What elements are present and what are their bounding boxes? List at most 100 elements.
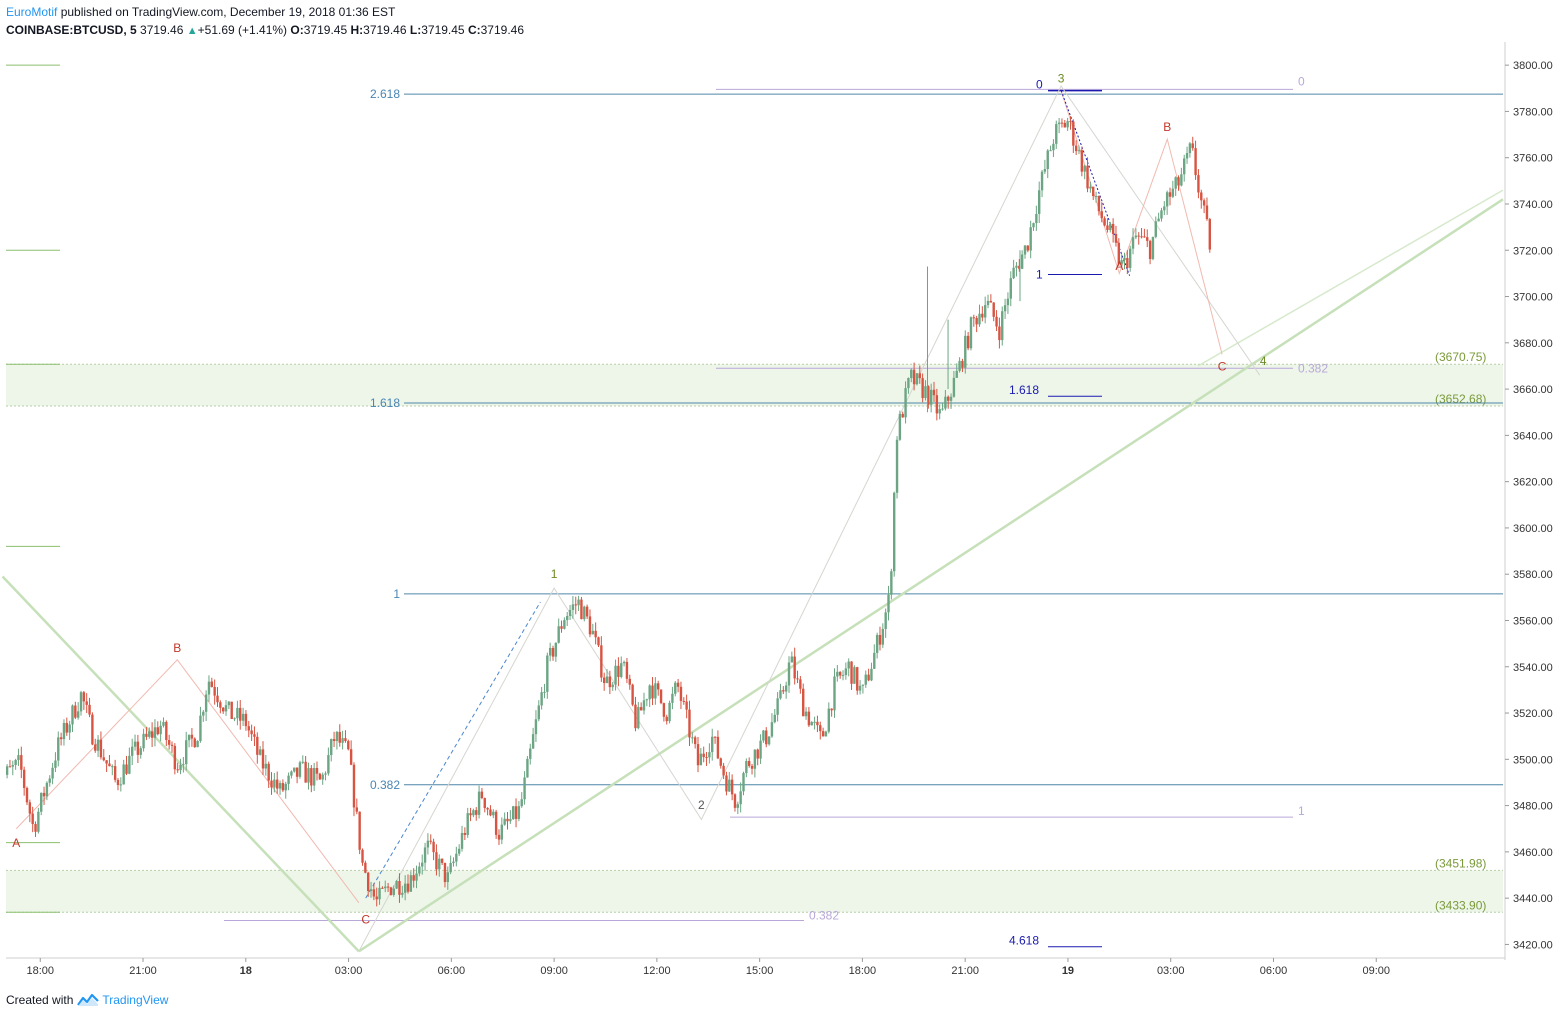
- candle-up: [776, 698, 779, 715]
- candle-down: [483, 798, 486, 808]
- candle-up: [1006, 298, 1010, 306]
- candle-down: [281, 783, 285, 791]
- candle-up: [557, 626, 560, 643]
- candle-up: [241, 713, 245, 721]
- candle-down: [74, 705, 77, 718]
- price-axis-label: 3520.00: [1513, 708, 1553, 720]
- candle-down: [1126, 257, 1129, 268]
- fib-navy-label: 1: [1036, 268, 1043, 282]
- fib-level-label: 2.618: [370, 87, 400, 101]
- candle-up: [1040, 171, 1044, 191]
- candle-up: [1128, 248, 1132, 268]
- candle-up: [1083, 165, 1086, 172]
- tradingview-link[interactable]: TradingView: [77, 993, 168, 1007]
- candle-up: [1046, 150, 1049, 170]
- candle-down: [59, 737, 63, 740]
- candle-up: [875, 634, 879, 653]
- candle-down: [1191, 143, 1194, 149]
- candle-down: [389, 887, 393, 895]
- candle-down: [65, 722, 69, 733]
- price-change: +51.69 (+1.41%): [197, 23, 288, 37]
- price-axis-label: 3540.00: [1513, 662, 1553, 674]
- time-axis-label: 18:00: [26, 965, 54, 977]
- candle-down: [176, 769, 179, 771]
- author-link[interactable]: EuroMotif: [6, 5, 58, 19]
- candle-up: [728, 779, 731, 792]
- candle-up: [759, 740, 762, 759]
- candle-up: [674, 682, 677, 694]
- candle-up: [403, 883, 407, 893]
- candle-down: [935, 395, 939, 414]
- candle-up: [187, 734, 191, 741]
- candle-up: [162, 721, 165, 726]
- candle-up: [571, 604, 575, 610]
- candle-up: [301, 761, 304, 763]
- candle-up: [978, 313, 981, 325]
- candle-up: [185, 740, 188, 765]
- candle-up: [563, 620, 566, 629]
- candle-down: [116, 779, 120, 786]
- candle-up: [290, 771, 293, 776]
- candle-up: [0, 782, 2, 787]
- price-axis-label: 3600.00: [1513, 523, 1553, 535]
- candle-down: [625, 661, 629, 679]
- candle-down: [1103, 218, 1106, 226]
- zone-bottom-label: (3433.90): [1435, 898, 1486, 912]
- candle-down: [733, 794, 737, 808]
- candle-down: [20, 755, 23, 770]
- candle-down: [22, 769, 26, 788]
- candle-up: [153, 727, 157, 738]
- candle-down: [1086, 165, 1089, 189]
- candle-down: [585, 606, 589, 617]
- candle-up: [293, 767, 296, 772]
- candle-down: [432, 841, 435, 853]
- candle-down: [475, 810, 478, 815]
- candle-up: [477, 791, 481, 815]
- candle-up: [392, 888, 395, 895]
- candle-up: [566, 615, 569, 621]
- candle-down: [730, 779, 734, 795]
- candle-up: [969, 317, 973, 349]
- candle-down: [838, 671, 842, 676]
- tradingview-brand: TradingView: [102, 993, 169, 1007]
- candle-down: [702, 753, 705, 758]
- candle-up: [307, 768, 310, 783]
- candle-up: [202, 711, 205, 716]
- wave-label: B: [173, 641, 181, 655]
- candle-up: [534, 719, 538, 735]
- candle-up: [529, 748, 532, 759]
- candle-up: [142, 733, 145, 749]
- candle-down: [1018, 265, 1021, 269]
- candle-up: [1154, 221, 1157, 237]
- candle-down: [1148, 240, 1152, 260]
- wave-label: B: [1163, 120, 1171, 134]
- candle-down: [747, 761, 751, 766]
- trend-line: [358, 198, 1504, 953]
- candle-up: [1134, 235, 1138, 238]
- candle-down: [113, 766, 117, 780]
- candle-down: [961, 360, 964, 368]
- wave-label: 4: [1260, 354, 1267, 368]
- candle-down: [1111, 223, 1115, 234]
- candle-up: [691, 737, 694, 739]
- candle-down: [1140, 236, 1143, 238]
- candle-down: [344, 738, 347, 742]
- candle-up: [952, 377, 956, 397]
- candle-up: [57, 737, 60, 761]
- candle-down: [352, 764, 356, 808]
- candle-down: [927, 386, 930, 405]
- candle-up: [233, 718, 236, 720]
- candle-up: [148, 731, 151, 737]
- candle-up: [122, 764, 125, 785]
- candle-up: [131, 746, 134, 756]
- open-label: O:: [290, 23, 304, 37]
- candle-up: [79, 692, 83, 712]
- candle-down: [1168, 192, 1172, 197]
- candle-down: [816, 721, 819, 726]
- candle-up: [128, 755, 131, 774]
- high-value: 3719.46: [363, 23, 407, 37]
- candle-up: [415, 873, 418, 881]
- candle-up: [236, 707, 239, 719]
- abc-correction-path: [15, 659, 360, 904]
